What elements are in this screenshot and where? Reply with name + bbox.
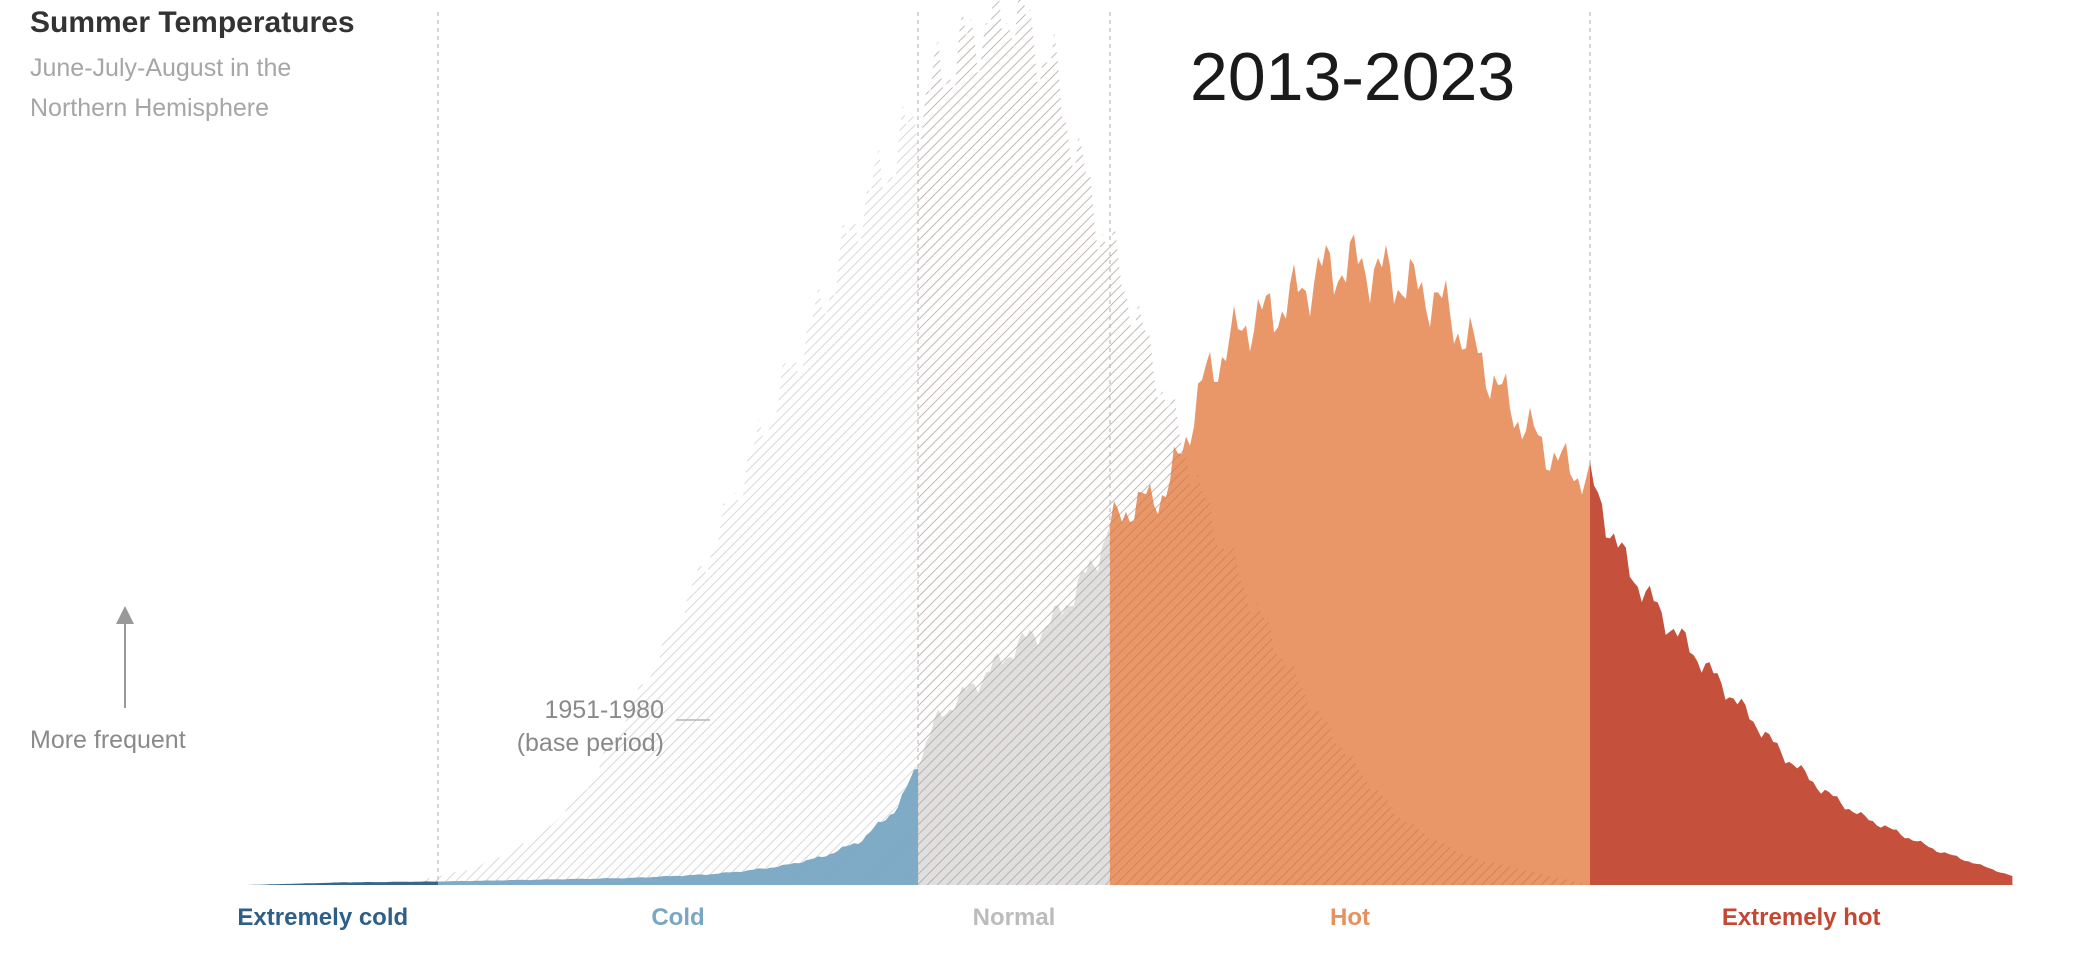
category-label-normal: Normal (972, 904, 1056, 931)
category-label-extremely-cold: Extremely cold (237, 904, 409, 931)
base-period-years: 1951-1980 (544, 696, 664, 724)
base-period-overlay (918, 0, 1590, 885)
base-period-note: (base period) (516, 729, 664, 757)
y-axis-hint: More frequent (30, 726, 186, 754)
area-extremely-cold (246, 881, 438, 885)
category-label-hot: Hot (1330, 904, 1370, 931)
category-label-extremely-hot: Extremely hot (1721, 904, 1881, 931)
area-extremely-hot (1590, 461, 2013, 885)
base-period-label: 1951-1980 (base period) (470, 694, 664, 760)
category-label-cold: Cold (651, 904, 705, 931)
chart-title: Summer Temperatures (30, 6, 355, 39)
chart-subtitle: June-July-August in the Northern Hemisph… (30, 54, 292, 122)
area-cold (438, 768, 918, 885)
period-label: 2013-2023 (1190, 39, 1516, 115)
arrow-up-icon (116, 606, 134, 624)
